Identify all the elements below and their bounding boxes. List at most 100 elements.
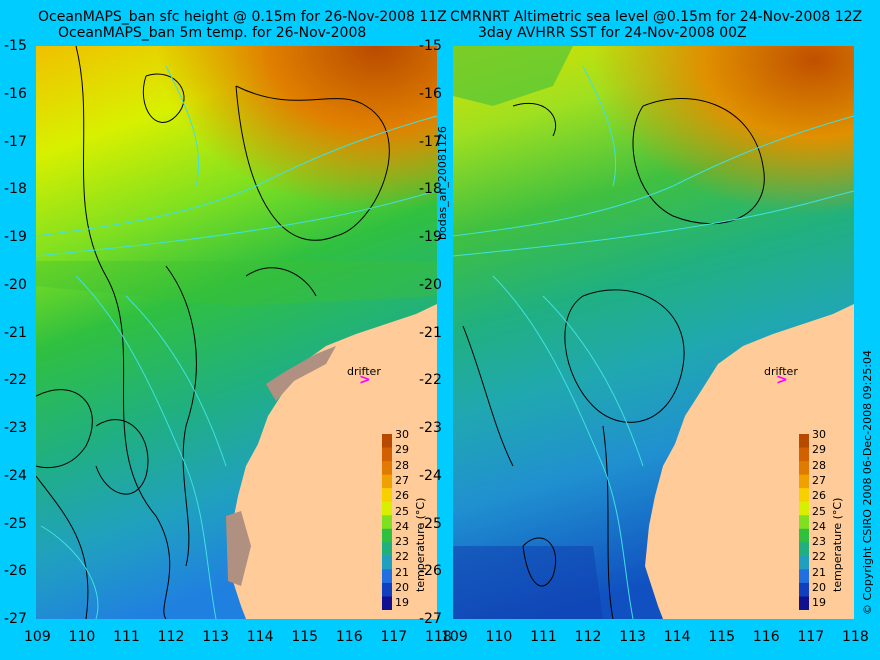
left-x-tick: 117 <box>380 629 408 645</box>
colorbar-swatch <box>382 582 392 597</box>
right-colorbar <box>799 434 809 610</box>
left-y-tick: -27 <box>4 611 27 627</box>
right-x-tick: 118 <box>842 629 869 645</box>
left-title-line1: OceanMAPS_ban sfc height @ 0.15m for 26-… <box>38 9 447 25</box>
colorbar-swatch <box>382 488 392 503</box>
left-y-tick: -23 <box>4 420 27 436</box>
right-y-tick: -21 <box>419 324 442 341</box>
left-colorbar <box>382 434 392 610</box>
colorbar-swatch <box>799 474 809 489</box>
copyright-label: © Copyright CSIRO 2008 06-Dec-2008 09:25… <box>861 349 874 615</box>
colorbar-swatch <box>799 528 809 543</box>
right-drifter-marker: > <box>776 372 788 388</box>
colorbar-swatch <box>382 555 392 570</box>
right-y-tick: -24 <box>419 467 442 484</box>
colorbar-tick: 28 <box>395 458 409 472</box>
right-y-tick: -27 <box>419 611 442 627</box>
right-title-line1: CMRNRT Altimetric sea level @0.15m for 2… <box>450 9 863 25</box>
left-title-line2: OceanMAPS_ban 5m temp. for 26-Nov-2008 <box>58 25 367 41</box>
left-x-tick: 109 <box>24 629 51 645</box>
colorbar-tick: 28 <box>812 458 826 472</box>
right-y-tick: -19 <box>419 229 442 245</box>
colorbar-swatch <box>799 569 809 584</box>
right-title-line2: 3day AVHRR SST for 24-Nov-2008 00Z <box>478 25 747 41</box>
right-x-tick: 117 <box>797 629 825 645</box>
colorbar-swatch <box>382 474 392 489</box>
right-y-tick: -16 <box>419 85 442 102</box>
right-y-tick: -26 <box>419 563 442 580</box>
side-label: bodas_an_20081126 <box>436 126 449 240</box>
colorbar-tick: 26 <box>395 489 409 503</box>
right-y-tick: -18 <box>419 181 442 198</box>
left-x-tick: 118 <box>425 629 452 645</box>
right-x-tick: 112 <box>574 629 602 645</box>
colorbar-tick: 22 <box>812 550 826 564</box>
left-y-tick: -18 <box>4 181 27 198</box>
right-y-tick: -25 <box>419 515 442 532</box>
right-y-tick: -20 <box>419 276 442 293</box>
right-colorbar-label: temperature (°C) <box>831 497 844 592</box>
left-x-tick: 116 <box>335 629 363 645</box>
colorbar-swatch <box>382 501 392 516</box>
left-drifter-label: drifter <box>347 365 381 378</box>
colorbar-swatch <box>799 488 809 503</box>
colorbar-tick: 29 <box>812 443 826 457</box>
colorbar-swatch <box>799 461 809 476</box>
colorbar-tick: 22 <box>395 550 409 564</box>
colorbar-swatch <box>799 447 809 462</box>
left-x-tick: 114 <box>246 629 274 645</box>
colorbar-tick: 23 <box>395 535 409 549</box>
colorbar-tick: 27 <box>812 473 826 487</box>
colorbar-swatch <box>382 447 392 462</box>
colorbar-swatch <box>382 569 392 584</box>
left-y-tick: -16 <box>4 85 27 102</box>
right-x-tick: 111 <box>530 629 557 645</box>
colorbar-swatch <box>382 596 392 610</box>
right-y-tick: -22 <box>419 372 442 389</box>
colorbar-tick: 23 <box>812 535 826 549</box>
left-drifter-marker: > <box>359 372 371 388</box>
left-x-tick: 113 <box>202 629 229 645</box>
colorbar-swatch <box>799 582 809 597</box>
right-y-tick: -17 <box>419 133 442 150</box>
right-x-tick: 113 <box>619 629 646 645</box>
left-y-tick: -19 <box>4 229 27 245</box>
left-x-tick: 112 <box>157 629 185 645</box>
left-y-tick: -25 <box>4 515 27 532</box>
left-x-tick: 115 <box>291 629 319 645</box>
colorbar-swatch <box>799 555 809 570</box>
colorbar-swatch <box>799 515 809 530</box>
colorbar-swatch <box>799 596 809 610</box>
left-y-tick: -22 <box>4 372 27 389</box>
colorbar-swatch <box>799 434 809 449</box>
right-drifter-label: drifter <box>764 365 798 378</box>
colorbar-tick: 30 <box>812 428 826 441</box>
colorbar-swatch <box>382 528 392 543</box>
colorbar-tick: 29 <box>395 443 409 457</box>
right-y-tick: -23 <box>419 420 442 436</box>
left-x-tick: 110 <box>68 629 96 645</box>
left-y-tick: -24 <box>4 467 27 484</box>
colorbar-tick: 19 <box>395 596 409 610</box>
right-x-tick: 110 <box>485 629 513 645</box>
right-map-panel <box>453 46 854 619</box>
colorbar-tick: 24 <box>812 519 826 533</box>
left-colorbar-label: temperature (°C) <box>414 497 427 592</box>
colorbar-tick: 20 <box>812 581 826 595</box>
right-x-tick: 115 <box>708 629 736 645</box>
colorbar-tick: 24 <box>395 519 409 533</box>
colorbar-tick: 20 <box>395 581 409 595</box>
colorbar-tick: 30 <box>395 428 409 441</box>
colorbar-tick: 26 <box>812 489 826 503</box>
right-x-tick: 116 <box>752 629 780 645</box>
colorbar-swatch <box>799 501 809 516</box>
colorbar-tick: 19 <box>812 596 826 610</box>
colorbar-tick: 25 <box>812 504 826 518</box>
colorbar-tick: 21 <box>395 565 409 579</box>
left-y-tick: -17 <box>4 133 27 150</box>
left-y-tick: -21 <box>4 324 27 341</box>
colorbar-tick: 27 <box>395 473 409 487</box>
left-map-panel <box>36 46 437 619</box>
left-y-tick: -26 <box>4 563 27 580</box>
colorbar-swatch <box>382 434 392 449</box>
